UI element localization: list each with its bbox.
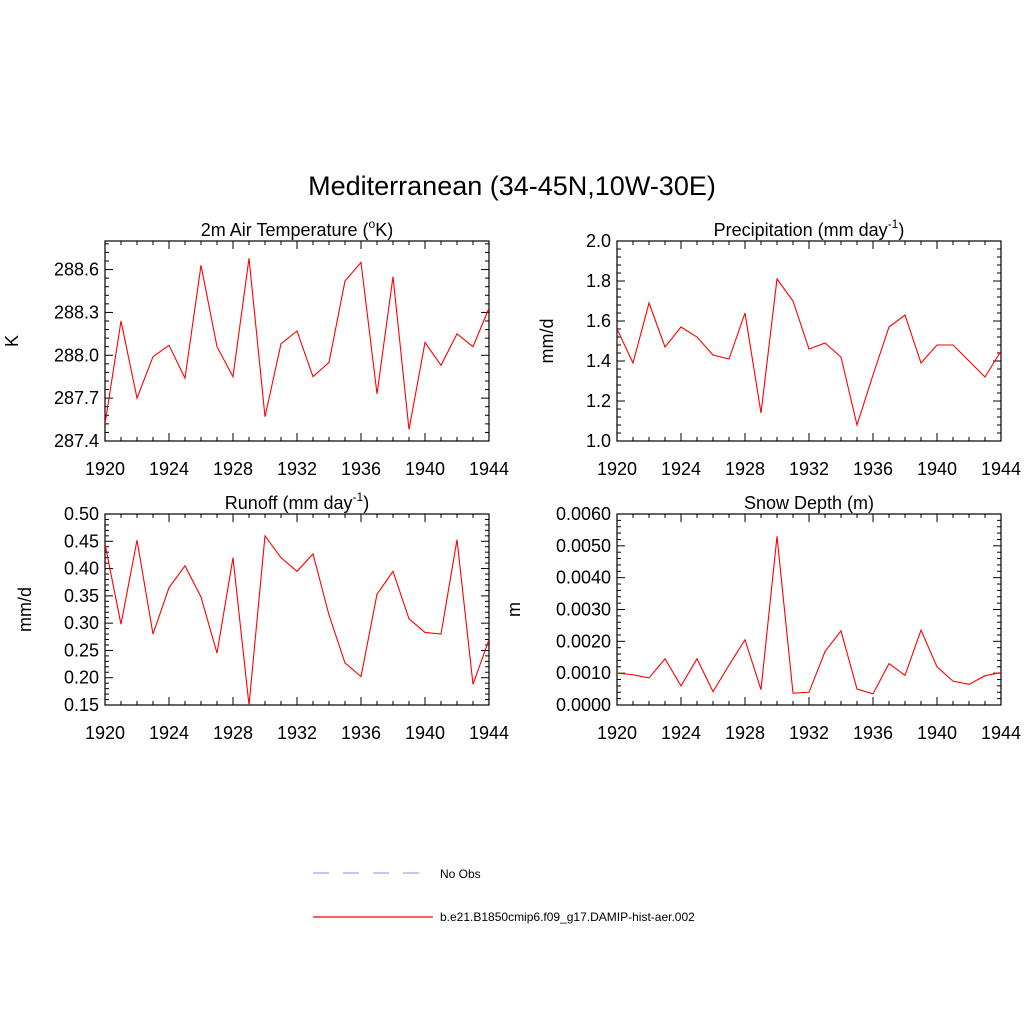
y-axis-label: m: [504, 602, 524, 617]
panel-title-main: 2m Air Temperature (: [201, 220, 369, 240]
y-axis-label: mm/d: [537, 319, 557, 364]
panel-title-main: Snow Depth (m): [744, 493, 874, 513]
x-tick-label: 1940: [405, 459, 445, 479]
panel-title: Runoff (mm day-1): [225, 490, 369, 513]
x-tick-label: 1924: [661, 459, 701, 479]
plot-frame: [616, 240, 1002, 442]
y-tick-label: 0.40: [64, 559, 99, 579]
panel-title: Snow Depth (m): [744, 493, 874, 513]
x-tick-label: 1940: [917, 459, 957, 479]
x-tick-label: 1920: [85, 459, 125, 479]
x-tick-label: 1936: [341, 723, 381, 743]
x-tick-label: 1920: [85, 723, 125, 743]
x-tick-label: 1924: [149, 723, 189, 743]
panel-title-superscript: o: [369, 217, 376, 231]
y-axis-label: K: [2, 335, 22, 347]
legend: No Obs b.e21.B1850cmip6.f09_g17.DAMIP-hi…: [313, 867, 695, 924]
x-tick-label: 1924: [661, 723, 701, 743]
x-tick-label: 1932: [277, 723, 317, 743]
y-tick-label: 0.0060: [556, 504, 611, 524]
y-tick-label: 1.6: [586, 311, 611, 331]
x-tick-label: 1932: [789, 723, 829, 743]
x-tick-label: 1928: [213, 723, 253, 743]
panel-title-suffix: K): [375, 220, 393, 240]
panel-precipitation: 1920 1924 1928 1932 1936 1940 1944 1.0 1.2 1.4 1.6…: [537, 217, 1021, 479]
y-tick-label: 0.0010: [556, 663, 611, 683]
y-tick-label: 0.0050: [556, 536, 611, 556]
y-tick-label: 1.4: [586, 351, 611, 371]
y-tick-label: 2.0: [586, 231, 611, 251]
y-tick-label: 0.20: [64, 668, 99, 688]
series-line: [105, 534, 489, 705]
y-tick-label: 0.35: [64, 586, 99, 606]
x-tick-label: 1928: [725, 459, 765, 479]
x-tick-label: 1924: [149, 459, 189, 479]
x-tick-label: 1940: [405, 723, 445, 743]
figure-title: Mediterranean (34-45N,10W-30E): [308, 171, 716, 201]
x-tick-label: 1944: [469, 723, 509, 743]
panel-title: Precipitation (mm day-1): [714, 217, 905, 240]
y-tick-label: 0.0020: [556, 631, 611, 651]
x-tick-label: 1928: [213, 459, 253, 479]
x-tick-label: 1944: [981, 723, 1021, 743]
x-tick-label: 1940: [917, 723, 957, 743]
x-tick-label: 1936: [853, 459, 893, 479]
plot-frame: [104, 513, 490, 706]
panel-snow-depth: 1920 1924 1928 1932 1936 1940 1944 0.0000 0.0010…: [504, 493, 1021, 743]
y-tick-label: 288.0: [54, 345, 99, 365]
y-tick-label: 287.7: [54, 388, 99, 408]
panels: 1920 1924 1928 1932 1936 1940 1944 287.4 287.7 28…: [2, 217, 1021, 743]
series-line: [617, 536, 1001, 695]
plot-frame: [104, 240, 490, 442]
y-tick-label: 1.8: [586, 271, 611, 291]
panel-title-suffix: ): [898, 220, 904, 240]
y-tick-label: 0.50: [64, 504, 99, 524]
y-tick-label: 1.0: [586, 431, 611, 451]
series-line: [617, 277, 1001, 428]
series-line: [105, 258, 489, 430]
y-tick-label: 0.0040: [556, 568, 611, 588]
y-tick-label: 0.25: [64, 640, 99, 660]
panel-title-main: Precipitation (mm day: [714, 220, 888, 240]
panel-air-temperature: 1920 1924 1928 1932 1936 1940 1944 287.4 287.7 28…: [2, 217, 509, 479]
legend-series-label: b.e21.B1850cmip6.f09_g17.DAMIP-hist-aer.…: [440, 910, 695, 924]
y-tick-label: 288.3: [54, 302, 99, 322]
x-tick-label: 1936: [341, 459, 381, 479]
x-tick-label: 1936: [853, 723, 893, 743]
x-tick-label: 1932: [277, 459, 317, 479]
y-tick-label: 0.45: [64, 531, 99, 551]
x-tick-label: 1920: [597, 459, 637, 479]
plot-frame: [616, 513, 1002, 706]
y-tick-label: 287.4: [54, 431, 99, 451]
x-tick-label: 1932: [789, 459, 829, 479]
x-tick-label: 1928: [725, 723, 765, 743]
y-tick-label: 0.30: [64, 613, 99, 633]
x-tick-label: 1920: [597, 723, 637, 743]
y-tick-label: 0.0030: [556, 600, 611, 620]
panel-title-suffix: ): [363, 493, 369, 513]
y-axis-label: mm/d: [15, 587, 35, 632]
x-tick-label: 1944: [469, 459, 509, 479]
legend-no-obs-label: No Obs: [440, 867, 481, 881]
y-tick-label: 0.0000: [556, 695, 611, 715]
panel-title: 2m Air Temperature (oK): [201, 217, 393, 240]
panel-title-superscript: -1: [353, 490, 364, 504]
y-tick-label: 1.2: [586, 391, 611, 411]
panel-runoff: 1920 1924 1928 1932 1936 1940 1944 0.15 0.20 0.25…: [15, 490, 509, 743]
y-tick-label: 288.6: [54, 260, 99, 280]
panel-title-main: Runoff (mm day: [225, 493, 353, 513]
panel-title-superscript: -1: [888, 217, 899, 231]
x-tick-label: 1944: [981, 459, 1021, 479]
y-tick-label: 0.15: [64, 695, 99, 715]
